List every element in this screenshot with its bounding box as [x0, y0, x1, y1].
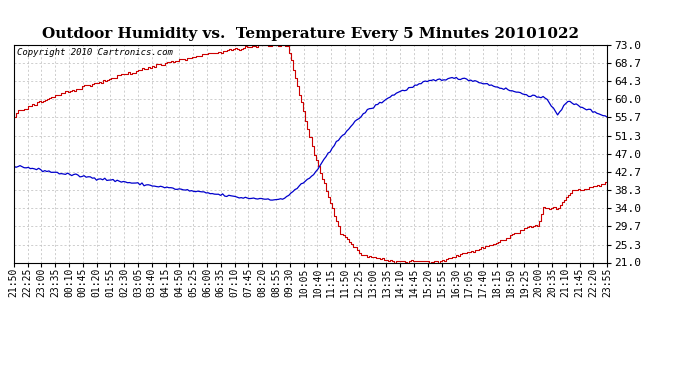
Text: Copyright 2010 Cartronics.com: Copyright 2010 Cartronics.com [17, 48, 172, 57]
Title: Outdoor Humidity vs.  Temperature Every 5 Minutes 20101022: Outdoor Humidity vs. Temperature Every 5… [42, 27, 579, 41]
